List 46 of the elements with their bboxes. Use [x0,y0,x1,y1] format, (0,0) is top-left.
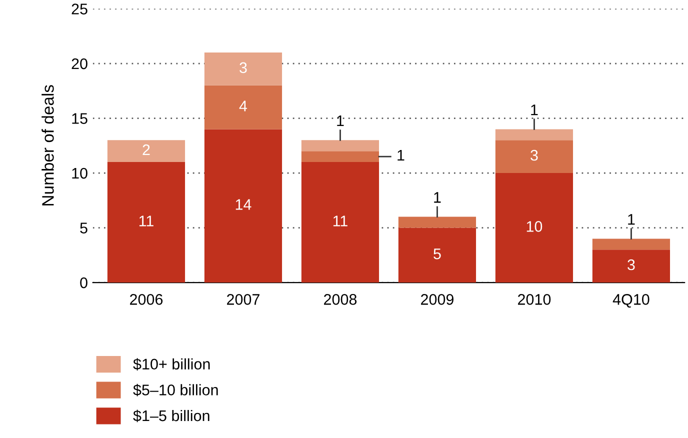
data-label: 1 [434,192,441,203]
data-label: 1 [628,214,635,225]
x-tick-label: 4Q10 [612,294,650,308]
bar [204,129,282,283]
x-tick-label: 2010 [518,294,551,305]
data-label: 3 [628,259,635,270]
x-tick-label: 2009 [420,294,454,305]
bar [495,173,574,283]
data-label: 1 [531,104,538,116]
y-tick-label: 0 [80,277,88,288]
data-label: 5 [434,248,441,260]
y-tick-label: 25 [72,4,88,14]
x-tick-label: 2007 [227,294,260,305]
bar [204,85,282,130]
y-tick-label: 5 [80,222,88,234]
data-label: 3 [240,62,247,74]
bar [301,140,380,152]
bar [592,250,670,283]
data-label: 11 [333,216,348,226]
bar [107,162,186,283]
x-tick-label: 2008 [324,294,357,305]
bar [204,52,282,86]
y-tick-label: 10 [72,168,88,179]
data-label: 1 [337,116,344,126]
y-tick-label: 20 [72,58,88,70]
bar [495,140,574,174]
data-label: 10 [526,221,542,232]
y-tick-label: 15 [72,113,88,124]
y-axis-title: Number of deals [42,85,54,206]
data-label: 14 [236,199,252,210]
data-label: 11 [139,216,154,226]
bar [301,151,380,162]
legend-label: $10+ billion [133,358,210,370]
bar [398,216,476,228]
data-label: 4 [239,100,248,112]
bar [495,129,574,140]
legend-label: $1–5 billion [133,410,210,422]
bar [107,140,186,162]
bar [592,238,670,250]
x-tick-label: 2006 [130,294,163,305]
legend-label: $5–10 billion [133,384,218,396]
data-label: 1 [398,150,404,161]
data-label: 2 [142,144,150,156]
data-label: 3 [530,150,538,161]
bar [301,162,380,283]
bar [398,228,476,283]
